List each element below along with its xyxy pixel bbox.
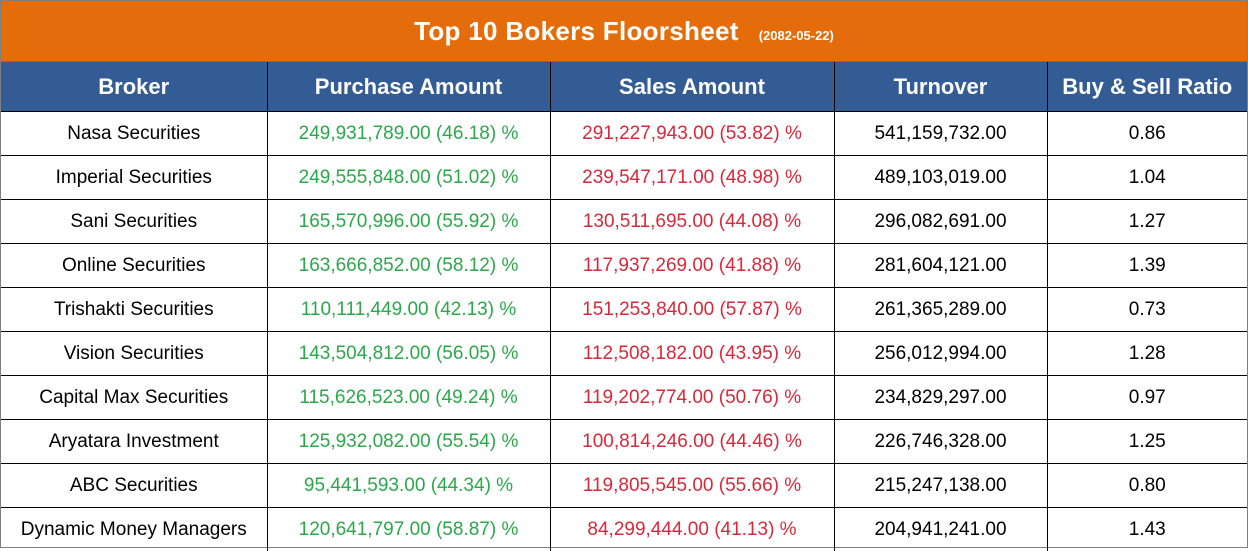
broker-name: Aryatara Investment [1,420,267,464]
column-header-buy-sell-ratio: Buy & Sell Ratio [1047,62,1247,112]
turnover: 256,012,994.00 [834,332,1047,376]
page-title: Top 10 Bokers Floorsheet [414,16,739,47]
purchase-amount: 110,111,449.00 (42.13) % [267,288,550,332]
column-header-broker: Broker [1,62,267,112]
buy-sell-ratio: 0.73 [1047,288,1247,332]
title-bar: Top 10 Bokers Floorsheet (2082-05-22) [1,1,1247,62]
purchase-amount: 249,931,789.00 (46.18) % [267,112,550,156]
broker-name: Sani Securities [1,200,267,244]
sales-amount: 117,937,269.00 (41.88) % [550,244,834,288]
table-row: ABC Securities 95,441,593.00 (44.34) % 1… [1,464,1247,508]
buy-sell-ratio: 1.27 [1047,200,1247,244]
table-row: Nasa Securities 249,931,789.00 (46.18) %… [1,112,1247,156]
purchase-amount: 125,932,082.00 (55.54) % [267,420,550,464]
table-row: Capital Max Securities 115,626,523.00 (4… [1,376,1247,420]
column-header-sales-amount: Sales Amount [550,62,834,112]
broker-name: Capital Max Securities [1,376,267,420]
table-row: Aryatara Investment 125,932,082.00 (55.5… [1,420,1247,464]
table-row: Online Securities 163,666,852.00 (58.12)… [1,244,1247,288]
report-date: (2082-05-22) [759,28,834,43]
table-body: Nasa Securities 249,931,789.00 (46.18) %… [1,112,1247,551]
buy-sell-ratio: 0.80 [1047,464,1247,508]
buy-sell-ratio: 1.04 [1047,156,1247,200]
broker-table: Broker Purchase Amount Sales Amount Turn… [1,62,1247,551]
sales-amount: 84,299,444.00 (41.13) % [550,508,834,551]
sales-amount: 291,227,943.00 (53.82) % [550,112,834,156]
buy-sell-ratio: 1.39 [1047,244,1247,288]
broker-name: Dynamic Money Managers [1,508,267,551]
turnover: 296,082,691.00 [834,200,1047,244]
buy-sell-ratio: 0.86 [1047,112,1247,156]
purchase-amount: 165,570,996.00 (55.92) % [267,200,550,244]
sales-amount: 100,814,246.00 (44.46) % [550,420,834,464]
broker-name: Nasa Securities [1,112,267,156]
purchase-amount: 249,555,848.00 (51.02) % [267,156,550,200]
table-row: Trishakti Securities 110,111,449.00 (42.… [1,288,1247,332]
broker-name: ABC Securities [1,464,267,508]
table-row: Imperial Securities 249,555,848.00 (51.0… [1,156,1247,200]
table-row: Vision Securities 143,504,812.00 (56.05)… [1,332,1247,376]
sales-amount: 119,202,774.00 (50.76) % [550,376,834,420]
broker-name: Imperial Securities [1,156,267,200]
broker-name: Vision Securities [1,332,267,376]
purchase-amount: 115,626,523.00 (49.24) % [267,376,550,420]
purchase-amount: 95,441,593.00 (44.34) % [267,464,550,508]
turnover: 204,941,241.00 [834,508,1047,551]
purchase-amount: 120,641,797.00 (58.87) % [267,508,550,551]
purchase-amount: 163,666,852.00 (58.12) % [267,244,550,288]
column-header-turnover: Turnover [834,62,1047,112]
table-header-row: Broker Purchase Amount Sales Amount Turn… [1,62,1247,112]
broker-name: Online Securities [1,244,267,288]
turnover: 234,829,297.00 [834,376,1047,420]
sales-amount: 239,547,171.00 (48.98) % [550,156,834,200]
sales-amount: 130,511,695.00 (44.08) % [550,200,834,244]
turnover: 215,247,138.00 [834,464,1047,508]
purchase-amount: 143,504,812.00 (56.05) % [267,332,550,376]
turnover: 226,746,328.00 [834,420,1047,464]
buy-sell-ratio: 0.97 [1047,376,1247,420]
buy-sell-ratio: 1.25 [1047,420,1247,464]
sales-amount: 119,805,545.00 (55.66) % [550,464,834,508]
buy-sell-ratio: 1.28 [1047,332,1247,376]
turnover: 261,365,289.00 [834,288,1047,332]
buy-sell-ratio: 1.43 [1047,508,1247,551]
turnover: 541,159,732.00 [834,112,1047,156]
turnover: 281,604,121.00 [834,244,1047,288]
sales-amount: 151,253,840.00 (57.87) % [550,288,834,332]
turnover: 489,103,019.00 [834,156,1047,200]
broker-name: Trishakti Securities [1,288,267,332]
table-row: Dynamic Money Managers 120,641,797.00 (5… [1,508,1247,551]
sales-amount: 112,508,182.00 (43.95) % [550,332,834,376]
column-header-purchase-amount: Purchase Amount [267,62,550,112]
table-row: Sani Securities 165,570,996.00 (55.92) %… [1,200,1247,244]
